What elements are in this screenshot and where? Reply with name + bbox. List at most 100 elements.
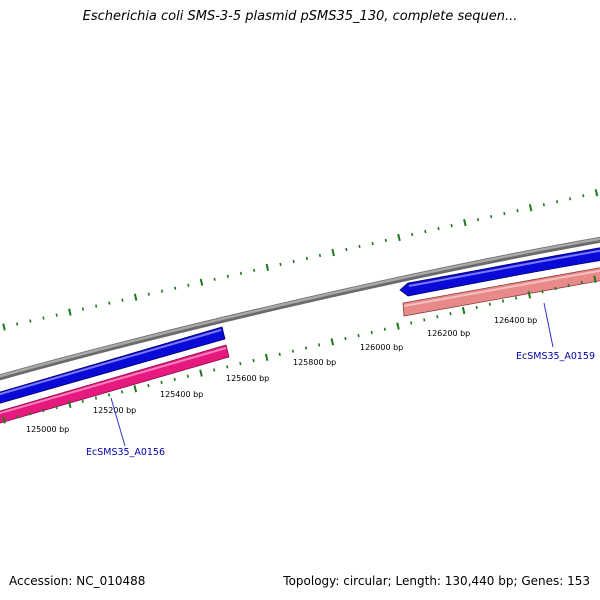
minor-tick — [580, 280, 583, 284]
map-title: Escherichia coli SMS-3-5 plasmid pSMS35_… — [82, 9, 518, 24]
major-tick — [2, 323, 6, 331]
minor-tick — [226, 274, 229, 278]
major-tick — [265, 263, 270, 272]
minor-tick — [410, 321, 413, 325]
major-tick — [67, 400, 72, 409]
minor-tick — [291, 349, 295, 353]
minor-tick — [55, 405, 58, 410]
major-tick — [593, 275, 597, 283]
minor-tick — [423, 318, 426, 322]
minor-tick — [383, 327, 386, 331]
leader-line-a0159 — [543, 302, 554, 348]
minor-tick — [292, 259, 295, 264]
minor-tick — [160, 289, 164, 293]
minor-tick — [358, 244, 361, 249]
minor-tick — [555, 200, 559, 204]
minor-tick — [318, 343, 321, 347]
minor-tick — [476, 218, 480, 222]
minor-tick — [94, 396, 98, 400]
accession-text: Accession: NC_010488 — [9, 574, 146, 588]
minor-tick — [449, 312, 452, 316]
minor-tick — [95, 304, 98, 308]
major-tick — [396, 322, 400, 330]
minor-tick — [569, 197, 572, 201]
minor-tick — [488, 302, 491, 306]
minor-tick — [81, 399, 84, 403]
minor-tick — [107, 393, 111, 397]
gene-label-a0159[interactable]: EcSMS35_A0159 — [516, 351, 595, 362]
minor-tick — [475, 305, 478, 309]
minor-tick — [252, 358, 255, 363]
minor-tick — [213, 368, 216, 372]
minor-tick — [42, 409, 45, 413]
minor-tick — [501, 299, 505, 303]
major-tick — [528, 204, 533, 212]
minor-tick — [253, 268, 256, 272]
minor-tick — [174, 286, 177, 290]
scale-label-126400: 126400 bp — [494, 316, 537, 325]
major-tick — [397, 233, 401, 242]
minor-tick — [29, 412, 32, 416]
major-tick — [264, 353, 269, 362]
minor-tick — [239, 271, 243, 275]
gene-label-a0156[interactable]: EcSMS35_A0156 — [86, 447, 165, 458]
major-tick — [330, 338, 335, 346]
minor-tick — [582, 194, 585, 198]
major-tick — [199, 369, 203, 377]
minor-tick — [42, 316, 45, 320]
scale-label-125600: 125600 bp — [226, 374, 269, 383]
minor-tick — [29, 319, 32, 323]
minor-tick — [515, 296, 518, 300]
scale-label-125000: 125000 bp — [26, 425, 69, 434]
outer-tick-ring — [2, 189, 599, 331]
minor-tick — [567, 283, 570, 288]
minor-tick — [541, 290, 544, 294]
minor-tick — [279, 262, 282, 266]
minor-tick — [160, 380, 163, 385]
minor-tick — [318, 253, 322, 258]
major-tick — [331, 248, 335, 257]
scale-label-125800: 125800 bp — [293, 358, 336, 367]
minor-tick — [503, 212, 506, 216]
minor-tick — [357, 333, 360, 338]
minor-tick — [81, 307, 85, 311]
minor-tick — [121, 298, 124, 302]
minor-tick — [16, 415, 19, 419]
minor-tick — [213, 277, 216, 281]
scale-label-126000: 126000 bp — [360, 343, 403, 352]
scale-labels: 125000 bp 125200 bp 125400 bp 125600 bp … — [26, 316, 537, 434]
reverse-strand-features — [0, 267, 600, 424]
minor-tick — [437, 226, 440, 231]
minor-tick — [305, 256, 308, 261]
minor-tick — [490, 215, 493, 219]
leader-line-a0156 — [110, 397, 126, 447]
major-tick — [133, 385, 138, 393]
minor-tick — [121, 390, 124, 394]
minor-tick — [239, 362, 242, 366]
minor-tick — [371, 241, 374, 246]
minor-tick — [147, 292, 150, 296]
minor-tick — [55, 313, 58, 317]
minor-tick — [370, 330, 373, 335]
major-tick — [527, 291, 532, 299]
major-tick — [461, 306, 466, 315]
minor-tick — [516, 209, 519, 213]
minor-tick — [186, 374, 189, 378]
minor-tick — [411, 232, 414, 237]
major-tick — [68, 308, 72, 316]
topology-summary-text: Topology: circular; Length: 130,440 bp; … — [283, 574, 590, 588]
backbone-ring — [0, 236, 600, 381]
inner-tick-ring — [2, 275, 597, 424]
major-tick — [2, 416, 6, 424]
minor-tick — [554, 286, 557, 291]
minor-tick — [173, 377, 176, 381]
minor-tick — [16, 322, 19, 326]
minor-tick — [542, 203, 545, 207]
gene-labels: EcSMS35_A0156 EcSMS35_A0159 — [86, 302, 595, 458]
forward-strand-features — [0, 247, 600, 404]
scale-label-125400: 125400 bp — [160, 390, 203, 399]
major-tick — [133, 293, 138, 301]
minor-tick — [384, 238, 387, 243]
major-tick — [199, 278, 204, 286]
